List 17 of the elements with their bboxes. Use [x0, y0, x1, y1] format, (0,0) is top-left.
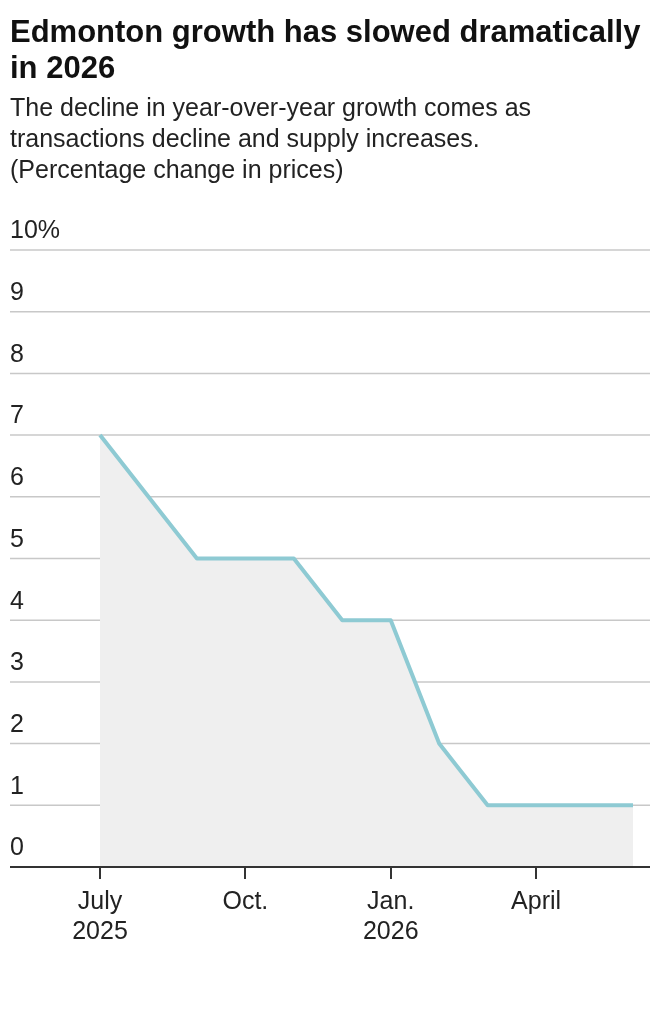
x-tick-label: April	[511, 885, 562, 914]
y-tick-label: 0	[10, 832, 24, 861]
y-tick-label: 10%	[10, 215, 61, 244]
y-tick-label: 7	[10, 400, 24, 429]
y-tick-label: 6	[10, 462, 24, 491]
y-tick-label: 3	[10, 647, 24, 676]
y-tick-label: 5	[10, 523, 24, 552]
chart-subtitle: The decline in year-over-year growth comes as transactions decline and supply increases. (Percentage change in prices)	[10, 92, 533, 185]
chart-title: Edmonton growth has slowed dramatically in 2026	[10, 14, 642, 86]
x-tick-label: Oct.	[222, 885, 269, 914]
y-tick-label: 2	[10, 708, 24, 737]
x-tick-label: Jan. 2026	[362, 885, 419, 944]
y-tick-label: 4	[10, 585, 24, 614]
y-tick-label: 8	[10, 338, 24, 367]
y-tick-label: 9	[10, 277, 24, 306]
x-tick-label: July 2025	[72, 885, 128, 944]
y-tick-label: 1	[10, 770, 24, 799]
